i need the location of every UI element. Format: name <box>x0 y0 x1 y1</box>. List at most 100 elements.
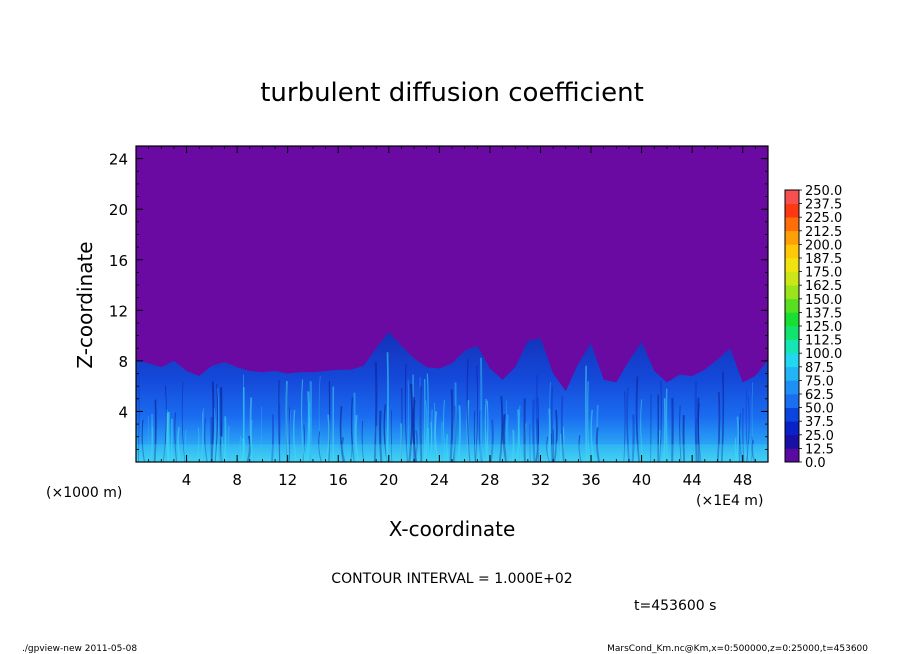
turbulence-streak <box>750 436 754 462</box>
y-axis-label: Z-coordinate <box>73 241 97 368</box>
y-axis: 4 8 12 16 20 24 <box>109 151 768 450</box>
turbulence-streak <box>404 363 408 462</box>
x-axis-label: X-coordinate <box>389 517 516 541</box>
turbulence-streak <box>325 414 330 462</box>
turbulence-streak <box>227 426 231 462</box>
colorbar-label: 112.5 <box>805 334 842 349</box>
turbulence-streak <box>249 397 254 462</box>
turbulence-streak <box>153 399 157 462</box>
colorbar-label: 212.5 <box>805 225 842 240</box>
turbulence-streak <box>663 398 666 462</box>
colorbar-swatch <box>785 190 799 204</box>
x-tick-label: 36 <box>581 471 600 489</box>
turbulence-streak <box>300 379 306 462</box>
turbulence-streak <box>498 396 504 462</box>
turbulence-streak <box>551 429 554 462</box>
turbulence-streak <box>635 376 640 462</box>
turbulence-streak <box>216 387 219 462</box>
turbulence-streak <box>473 410 476 462</box>
turbulence-streak <box>196 427 200 462</box>
turbulence-streak <box>200 412 204 462</box>
turbulence-streak <box>716 391 721 462</box>
turbulence-streak <box>211 407 216 462</box>
turbulence-streak <box>406 379 410 462</box>
colorbar-label: 12.5 <box>805 442 834 457</box>
turbulence-streak <box>278 379 281 462</box>
turbulence-streak <box>735 416 740 462</box>
y-tick-label: 12 <box>109 302 128 320</box>
turbulence-streak <box>560 395 565 462</box>
turbulence-streak <box>745 389 749 462</box>
colorbar-label: 100.0 <box>805 347 842 362</box>
turbulence-streak <box>659 430 662 462</box>
turbulence-streak <box>659 381 662 462</box>
colorbar-swatch <box>785 353 799 368</box>
turbulence-streak <box>590 409 595 462</box>
chart-title: turbulent diffusion coefficient <box>260 78 644 108</box>
turbulence-streak <box>720 371 725 462</box>
colorbar: 0.012.525.037.550.062.575.087.5100.0112.… <box>784 184 842 471</box>
turbulence-streak <box>697 397 700 462</box>
contour-interval-text: CONTOUR INTERVAL = 1.000E+02 <box>331 571 572 587</box>
turbulence-streak <box>431 409 433 462</box>
turbulence-streak <box>479 357 483 462</box>
turbulence-streak <box>289 409 294 462</box>
colorbar-label: 250.0 <box>805 184 842 199</box>
turbulence-streak <box>640 399 644 462</box>
turbulence-streak <box>293 409 297 462</box>
x-tick-label: 24 <box>430 471 449 489</box>
turbulence-streak <box>390 410 393 462</box>
colorbar-label: 225.0 <box>805 211 842 226</box>
turbulence-streak <box>506 414 510 462</box>
turbulence-streak <box>623 391 626 462</box>
turbulence-streak <box>595 427 601 462</box>
colorbar-swatch <box>785 312 799 327</box>
turbulence-streak <box>516 409 520 462</box>
colorbar-swatch <box>785 448 799 463</box>
turbulence-streak <box>626 387 630 462</box>
turbulence-streak <box>665 388 668 462</box>
turbulence-streak <box>412 397 417 462</box>
turbulence-streak <box>502 413 508 462</box>
turbulence-streak <box>535 374 540 462</box>
colorbar-swatch <box>785 380 799 395</box>
turbulence-streak <box>408 383 414 462</box>
turbulence-streak <box>695 418 698 462</box>
turbulence-streak <box>561 427 565 462</box>
colorbar-swatch <box>785 326 799 340</box>
turbulence-streak <box>141 419 146 462</box>
turbulence-streak <box>302 424 305 462</box>
colorbar-swatch <box>785 230 799 245</box>
colorbar-label: 237.5 <box>805 198 842 213</box>
turbulence-streak <box>742 407 745 462</box>
turbulence-streak <box>433 403 436 462</box>
x-tick-label: 28 <box>480 471 499 489</box>
turbulence-streak <box>318 431 322 462</box>
turbulence-streak <box>443 400 447 462</box>
colorbar-swatch <box>785 285 799 300</box>
turbulence-streak <box>373 361 378 462</box>
colorbar-label: 87.5 <box>805 361 834 376</box>
turbulence-streak <box>511 429 515 462</box>
turbulence-streak <box>318 375 323 462</box>
colorbar-swatch <box>785 258 799 272</box>
turbulence-streak <box>457 405 461 462</box>
y-tick-label: 24 <box>109 151 128 169</box>
colorbar-label: 162.5 <box>805 279 842 294</box>
colorbar-swatch <box>785 394 799 408</box>
turbulence-streak <box>354 415 360 462</box>
turbulence-streak <box>441 421 444 462</box>
turbulence-streak <box>285 381 289 462</box>
x-scale-label: (×1E4 m) <box>696 493 763 509</box>
turbulence-streak <box>219 436 224 462</box>
colorbar-label: 125.0 <box>805 320 842 335</box>
turbulence-streak <box>489 419 494 462</box>
turbulence-streak <box>246 435 252 462</box>
turbulence-streak <box>271 414 275 462</box>
turbulence-streak <box>734 437 737 462</box>
turbulence-streak <box>529 424 531 462</box>
turbulence-streak <box>546 436 551 462</box>
colorbar-swatch <box>785 421 799 436</box>
turbulence-streak <box>147 415 150 462</box>
colorbar-label: 200.0 <box>805 238 842 253</box>
